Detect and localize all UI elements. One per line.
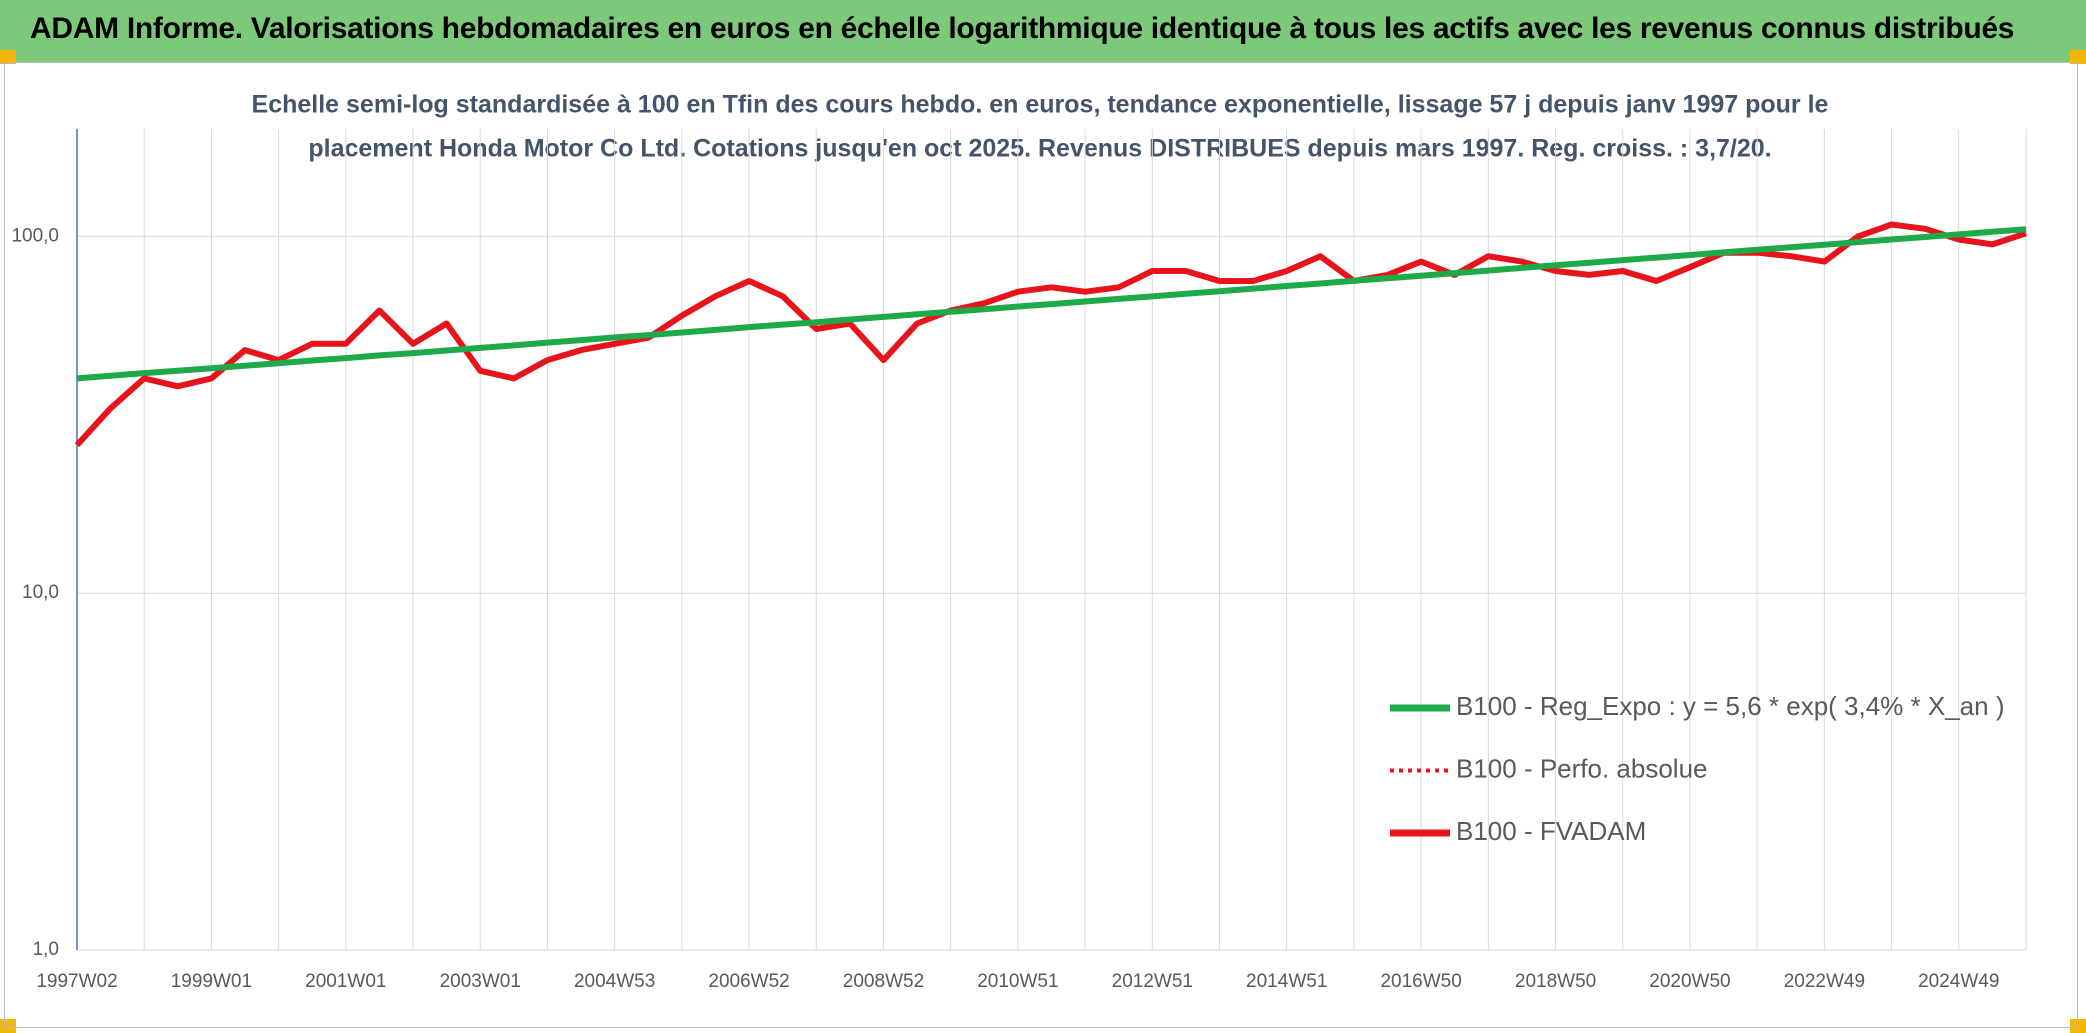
x-tick-label: 2004W53 <box>574 971 655 992</box>
x-tick-label: 2001W01 <box>305 971 386 992</box>
series-line <box>75 222 2027 447</box>
x-tick-label: 2010W51 <box>977 971 1058 992</box>
chart-title: ADAM Informe. Valorisations hebdomadaire… <box>30 12 2015 45</box>
legend-label: B100 - Perfo. absolue <box>1456 753 1708 783</box>
x-tick-label: 1999W01 <box>171 971 252 992</box>
x-tick-label: 2006W52 <box>708 971 789 992</box>
subtitle: Echelle semi-log standardisée à 100 en T… <box>252 91 1829 119</box>
x-tick-label: 2014W51 <box>1246 971 1327 992</box>
subtitle: placement Honda Motor Co Ltd. Cotations … <box>308 135 1771 163</box>
corner <box>2070 1019 2086 1033</box>
y-tick-label: 1,0 <box>33 939 59 960</box>
x-tick-label: 2008W52 <box>843 971 924 992</box>
series-line <box>76 226 2027 382</box>
x-tick-label: 2022W49 <box>1784 971 1865 992</box>
series-line <box>74 221 2027 448</box>
x-tick-label: 1997W02 <box>36 971 117 992</box>
title-bar: ADAM Informe. Valorisations hebdomadaire… <box>0 0 2086 62</box>
x-tick-label: 2012W51 <box>1112 971 1193 992</box>
x-tick-label: 2020W50 <box>1649 971 1730 992</box>
legend-label: B100 - Reg_Expo : y = 5,6 * exp( 3,4% * … <box>1456 691 2005 721</box>
chart-frame <box>4 62 2078 1028</box>
y-tick-label: 100,0 <box>11 225 59 246</box>
legend-label: B100 - FVADAM <box>1456 816 1646 846</box>
x-tick-label: 2024W49 <box>1918 971 1999 992</box>
y-tick-label: 10,0 <box>22 582 59 603</box>
x-tick-label: 2016W50 <box>1380 971 1461 992</box>
corner <box>0 50 16 64</box>
x-tick-label: 2018W50 <box>1515 971 1596 992</box>
x-tick-label: 2003W01 <box>440 971 521 992</box>
corner <box>2070 50 2086 64</box>
